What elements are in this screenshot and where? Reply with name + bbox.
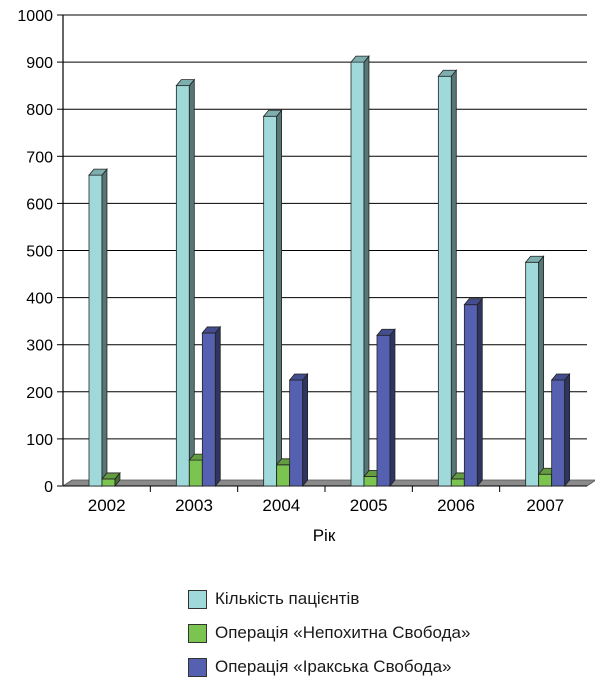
bar [88,168,108,488]
y-tick-label: 300 [26,338,53,355]
y-tick-label: 100 [26,432,53,449]
bar-front [450,478,465,487]
legend-swatch-patients [188,589,207,609]
bar-side [101,168,108,488]
bar-top [201,326,222,334]
bar-top [376,328,396,336]
bar-front [551,379,566,487]
x-tick-label: 2007 [526,496,564,515]
y-tick-label: 400 [26,291,53,308]
bar [463,297,484,488]
bar-front [201,332,216,487]
y-tick-label: 900 [26,55,53,72]
bar-top [88,168,108,176]
bar-top [350,55,370,63]
bar [288,372,309,488]
bar-side [214,325,221,488]
bar-front [363,476,378,487]
bar [350,54,370,488]
x-tick-label: 2002 [88,496,126,515]
bar-top [524,255,545,263]
bar-front [437,75,452,487]
bar [175,78,196,488]
y-tick-label: 800 [26,102,53,119]
bar [262,109,283,488]
chart-legend: Кількість пацієнтів Операція «Непохитна … [188,582,470,684]
x-tick-label: 2005 [350,496,388,515]
bar-side [450,69,457,488]
bar-side [276,109,283,488]
bar-top [175,79,196,87]
bar-side [538,255,545,488]
y-tick-label: 0 [44,479,53,496]
bar-front [88,174,103,487]
legend-label-enduring-freedom: Операція «Непохитна Свобода» [215,623,471,642]
bar-front [463,304,478,487]
bar-top [550,373,571,381]
bar [201,325,222,488]
bar-front [188,459,203,487]
bar-front [350,61,365,487]
bar [524,255,545,488]
legend-swatch-enduring-freedom [188,623,207,643]
bar-front [101,478,116,487]
bar [101,471,121,488]
legend-label-patients: Кількість пацієнтів [215,589,360,608]
bar-side [389,328,396,488]
bar-side [363,54,370,488]
bar-top [262,109,283,117]
bar-side [564,372,571,488]
y-tick-label: 600 [26,196,53,213]
legend-label-iraqi-freedom: Операція «Іракська Свобода» [215,657,452,676]
x-axis-title: Рік [313,526,336,545]
bar [376,328,396,488]
bar-top [437,69,458,77]
legend-item-patients: Кількість пацієнтів [188,582,470,616]
bar-front [376,334,391,487]
bar-side [476,297,483,488]
bar-front [276,464,291,487]
bar-top [463,298,484,306]
x-tick-label: 2004 [262,496,300,515]
y-tick-label: 200 [26,385,53,402]
bar-front [289,379,304,487]
legend-item-iraqi-freedom: Операція «Іракська Свобода» [188,650,470,684]
bar-front [175,85,190,487]
bar-top [288,373,309,381]
bar-side [302,372,309,488]
bar [550,372,571,488]
legend-item-enduring-freedom: Операція «Непохитна Свобода» [188,616,470,650]
bar-front [263,115,278,487]
legend-swatch-iraqi-freedom [188,657,207,677]
chart-floor [61,479,595,487]
y-tick-label: 700 [26,149,53,166]
bar-side [188,78,195,488]
bar-top [101,472,121,480]
y-tick-label: 500 [26,244,53,261]
x-tick-label: 2003 [175,496,213,515]
bar-front [525,261,540,487]
y-tick-label: 1000 [17,8,53,25]
bar-front [538,473,553,487]
x-tick-label: 2006 [437,496,475,515]
bar [437,69,458,488]
